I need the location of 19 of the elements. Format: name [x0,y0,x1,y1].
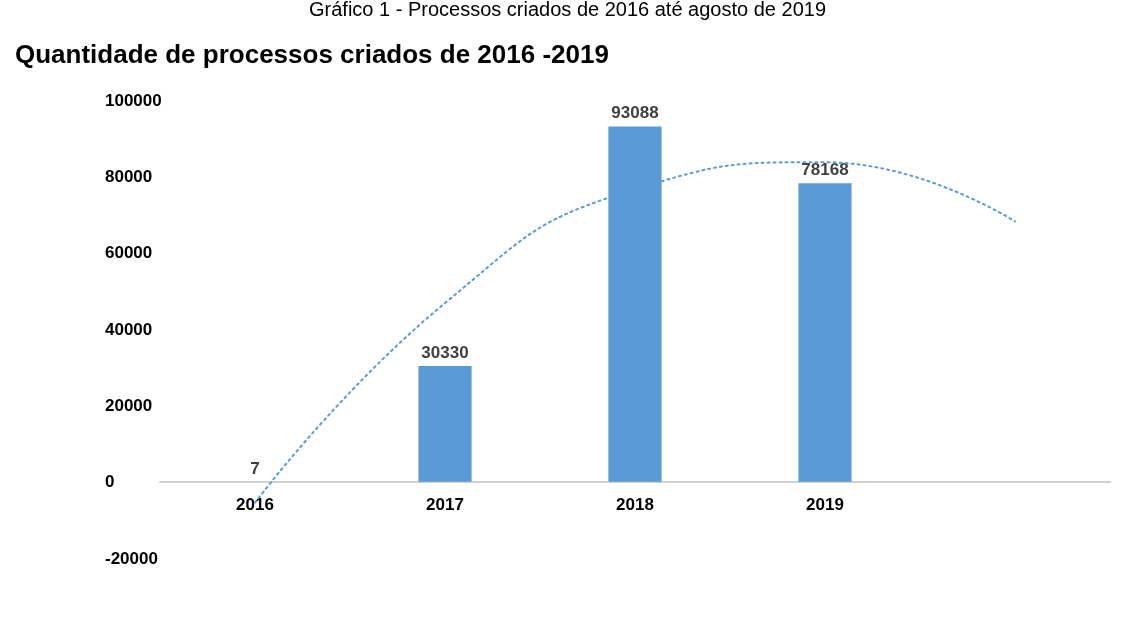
data-label: 78168 [801,160,849,180]
y-tick-label: 0 [105,472,115,492]
y-tick-label: 20000 [105,395,153,415]
x-tick-label: 2019 [806,494,844,514]
y-tick-label: 60000 [105,243,153,263]
data-label: 30330 [421,342,469,362]
x-tick-label: 2017 [426,494,464,514]
y-tick-label: 100000 [105,90,162,110]
data-label: 93088 [611,103,659,123]
bar [798,183,852,482]
x-tick-label: 2018 [616,494,654,514]
x-tick-label: 2016 [236,494,274,514]
y-tick-label: -20000 [105,548,158,568]
bar [418,365,472,482]
chart-subtitle: Quantidade de processos criados de 2016 -2019 [15,39,609,69]
y-tick-label: 80000 [105,166,153,186]
chart-title: Gráfico 1 - Processos criados de 2016 até agosto de 2019 [309,0,826,20]
data-label: 7 [250,458,260,478]
y-tick-label: 40000 [105,319,153,339]
